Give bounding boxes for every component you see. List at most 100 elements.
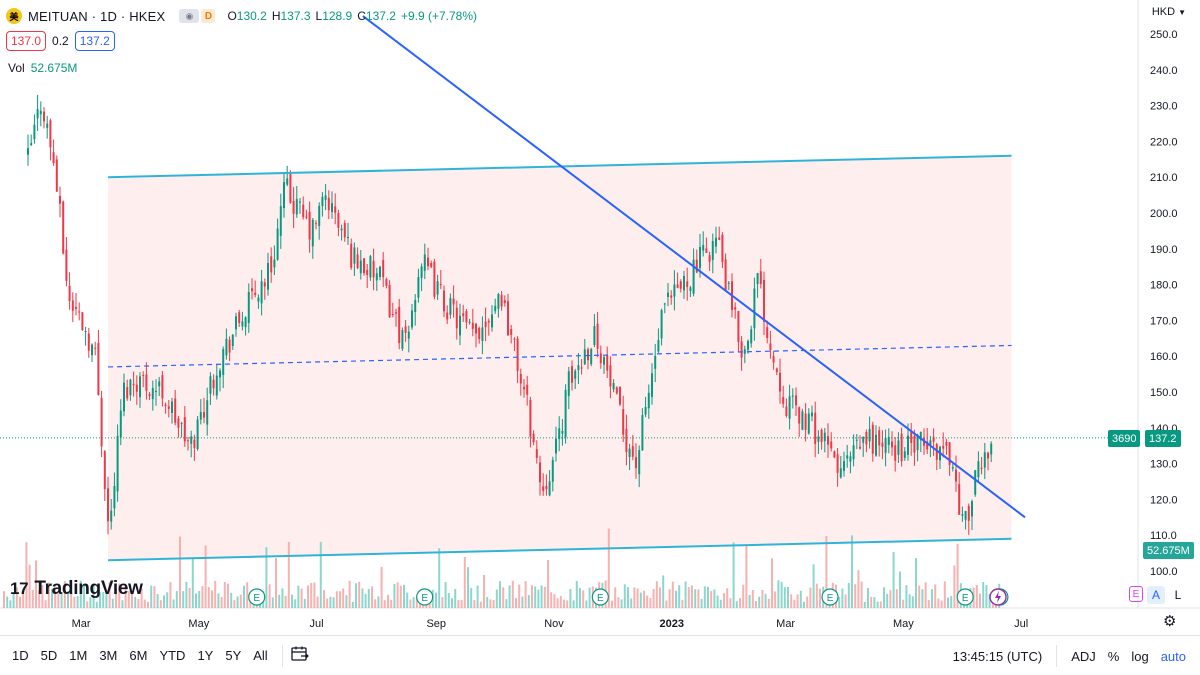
candle-body [702,245,705,251]
candle-body [763,280,765,322]
price-chart[interactable]: 250.0 240.0 230.0 220.0 210.0 200.0 190.0 180.0… [0,0,1200,635]
candle-body [593,326,596,345]
volume-bar [246,582,249,608]
auto-scale-button[interactable]: A [1147,586,1165,604]
candle-body [439,284,442,286]
volume-bar [876,601,879,608]
earnings-marker-icon [248,588,266,606]
volume-bar [713,589,716,608]
volume-bar [412,597,415,608]
descending-trendline [362,15,1026,519]
candle-body [929,440,932,445]
candle-body [177,418,180,428]
candle-body [811,412,813,417]
candle-body [859,446,861,449]
log-toggle[interactable]: log [1131,648,1149,664]
ohlc-high: 137.3 [280,9,311,23]
range-ytd[interactable]: YTD [159,648,186,663]
range-5d[interactable]: 5D [40,648,58,663]
volume-bar [819,588,821,608]
candle-body [590,349,593,365]
candle-body [753,288,756,329]
volume-bar [207,587,210,608]
candle-body [567,371,570,396]
range-1d[interactable]: 1D [12,648,29,663]
volume-bar [214,580,217,608]
eye-icon[interactable]: ◉ [179,9,200,23]
volume-bar [652,589,655,608]
range-all[interactable]: All [253,648,268,663]
volume-bar [905,585,908,608]
volume-bar [851,535,853,608]
volume-bar [684,581,687,608]
candle-body [513,338,516,340]
volume-bar [335,591,338,608]
volume-bar [825,536,828,608]
volume-bar [780,581,783,608]
candle-body [622,409,625,435]
volume-bar [12,593,15,608]
gear-icon[interactable]: ⚙ [1163,613,1177,630]
volume-bar [975,585,978,608]
extended-hours-button[interactable]: E [1129,586,1143,602]
candle-body [363,258,365,274]
candle-body [539,462,541,483]
volume-bar [169,582,172,608]
volume-bar [883,587,885,608]
percent-toggle[interactable]: % [1107,648,1120,664]
candle-body [401,330,404,349]
volume-bar [451,598,453,608]
range-6m[interactable]: 6M [129,648,148,663]
volume-bar [303,598,306,608]
candle-body [475,323,477,334]
price-tick-label: 100.0 [1150,566,1178,578]
last-price-code: 3690 [1108,430,1141,447]
tradingview-logo[interactable]: 17 TradingView [10,578,143,600]
candle-body [926,441,929,450]
symbol-title[interactable]: MEITUAN · 1D · HKEX [28,8,166,24]
volume-bar [3,591,5,608]
candle-body [91,344,93,356]
range-1m[interactable]: 1M [69,648,88,663]
auto-toggle[interactable]: auto [1160,648,1186,664]
volume-axis-label: 52.675M [1143,542,1194,559]
candle-body [718,237,721,240]
candle-body [935,444,938,460]
candle-body [222,349,225,375]
candle-body [529,399,532,437]
toolbar-divider-right [1056,645,1058,667]
volume-bar [463,557,466,608]
volume-bar [140,588,143,608]
sell-price-button[interactable]: 137.0 [6,31,47,51]
volume-bar [847,583,850,608]
clock-time[interactable]: 13:45:15 (UTC) [952,648,1043,664]
range-1y[interactable]: 1Y [197,648,214,663]
buy-price-button[interactable]: 137.2 [74,31,115,51]
candle-body [961,514,964,516]
range-3m[interactable]: 3M [99,648,118,663]
candle-body [212,379,215,389]
volume-legend[interactable]: Vol 52.675M [8,61,77,75]
candle-body [139,376,141,398]
calendar-range-icon[interactable] [291,646,309,665]
candle-body [497,294,500,309]
volume-bar [787,587,789,608]
adj-toggle[interactable]: ADJ [1071,648,1096,664]
volume-bar [582,590,585,608]
price-tick-label: 230.0 [1150,101,1178,113]
range-5y[interactable]: 5Y [225,648,242,663]
candle-body [951,467,954,469]
volume-bar [985,585,988,608]
candle-body [785,406,788,416]
currency-selector[interactable]: HKD ▼ [1152,6,1186,18]
right-tools: 13:45:15 (UTC) ADJ % log auto [947,636,1192,675]
candle-body [564,389,567,438]
volume-bar [499,581,501,608]
volume-bar [435,592,437,608]
log-scale-button[interactable]: L [1174,588,1182,602]
volume-bar [172,599,175,608]
volume-bar [617,597,620,608]
volume-bar [332,597,335,608]
candle-body [945,442,948,446]
volume-bar [614,587,617,608]
